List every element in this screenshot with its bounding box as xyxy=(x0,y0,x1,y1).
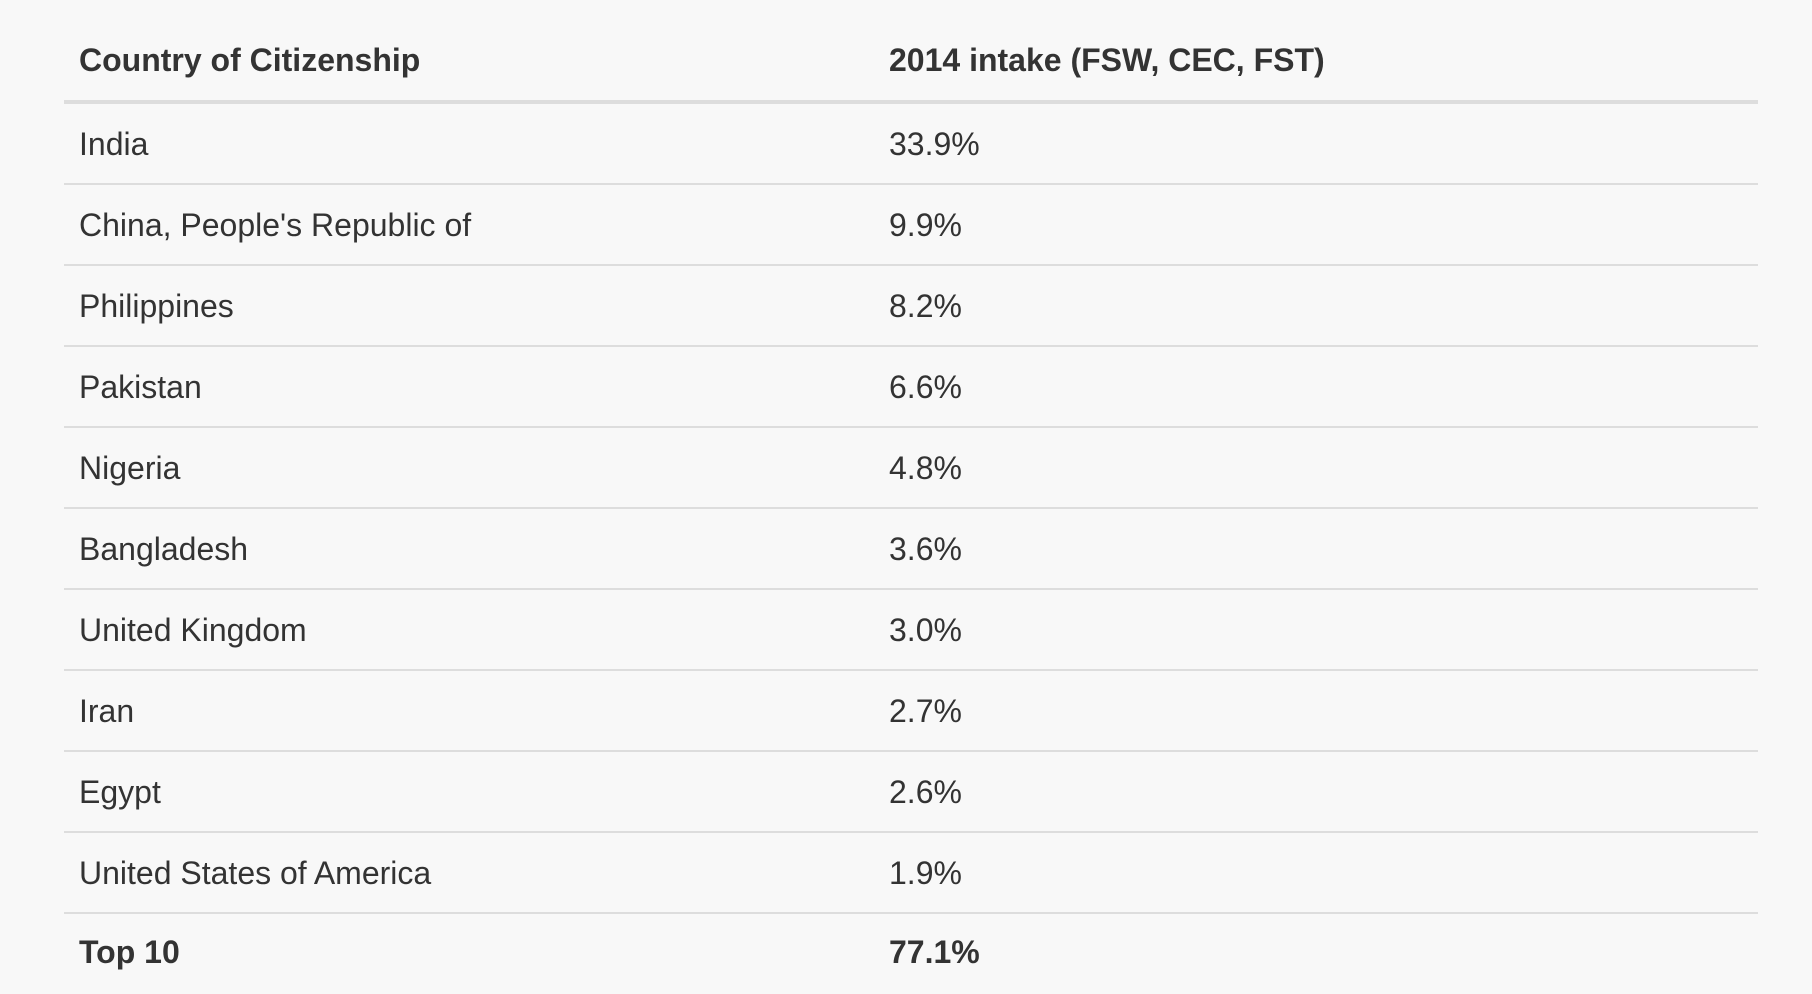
table-footer: Top 10 77.1% xyxy=(64,913,1758,990)
intake-cell: 1.9% xyxy=(874,832,1758,914)
total-label: Top 10 xyxy=(79,934,180,970)
intake-cell: 9.9% xyxy=(874,184,1758,266)
country-cell: India xyxy=(64,102,874,185)
country-cell: Pakistan xyxy=(64,346,874,428)
country-cell: China, People's Republic of xyxy=(64,184,874,266)
table-row: Nigeria 4.8% xyxy=(64,427,1758,509)
table-row: India 33.9% xyxy=(64,102,1758,185)
intake-table-container: Country of Citizenship 2014 intake (FSW,… xyxy=(64,20,1758,990)
country-cell: Egypt xyxy=(64,751,874,833)
table-header: Country of Citizenship 2014 intake (FSW,… xyxy=(64,20,1758,104)
country-cell: United States of America xyxy=(64,832,874,914)
total-row: Top 10 77.1% xyxy=(64,913,1758,990)
country-cell: Iran xyxy=(64,670,874,752)
intake-cell: 2.6% xyxy=(874,751,1758,833)
total-value: 77.1% xyxy=(889,934,980,970)
intake-cell: 2.7% xyxy=(874,670,1758,752)
header-row: Country of Citizenship 2014 intake (FSW,… xyxy=(64,20,1758,104)
intake-cell: 6.6% xyxy=(874,346,1758,428)
intake-cell: 33.9% xyxy=(874,102,1758,185)
intake-by-country-table: Country of Citizenship 2014 intake (FSW,… xyxy=(64,20,1758,990)
column-header-intake: 2014 intake (FSW, CEC, FST) xyxy=(874,20,1758,104)
table-row: China, People's Republic of 9.9% xyxy=(64,184,1758,266)
intake-cell: 8.2% xyxy=(874,265,1758,347)
table-row: United Kingdom 3.0% xyxy=(64,589,1758,671)
table-row: Pakistan 6.6% xyxy=(64,346,1758,428)
country-cell: United Kingdom xyxy=(64,589,874,671)
country-cell: Bangladesh xyxy=(64,508,874,590)
table-row: United States of America 1.9% xyxy=(64,832,1758,914)
table-row: Bangladesh 3.6% xyxy=(64,508,1758,590)
table-row: Egypt 2.6% xyxy=(64,751,1758,833)
intake-cell: 4.8% xyxy=(874,427,1758,509)
table-row: Iran 2.7% xyxy=(64,670,1758,752)
table-row: Philippines 8.2% xyxy=(64,265,1758,347)
country-cell: Philippines xyxy=(64,265,874,347)
intake-cell: 3.6% xyxy=(874,508,1758,590)
country-cell: Nigeria xyxy=(64,427,874,509)
intake-cell: 3.0% xyxy=(874,589,1758,671)
table-body: India 33.9% China, People's Republic of … xyxy=(64,102,1758,914)
column-header-country: Country of Citizenship xyxy=(64,20,874,104)
